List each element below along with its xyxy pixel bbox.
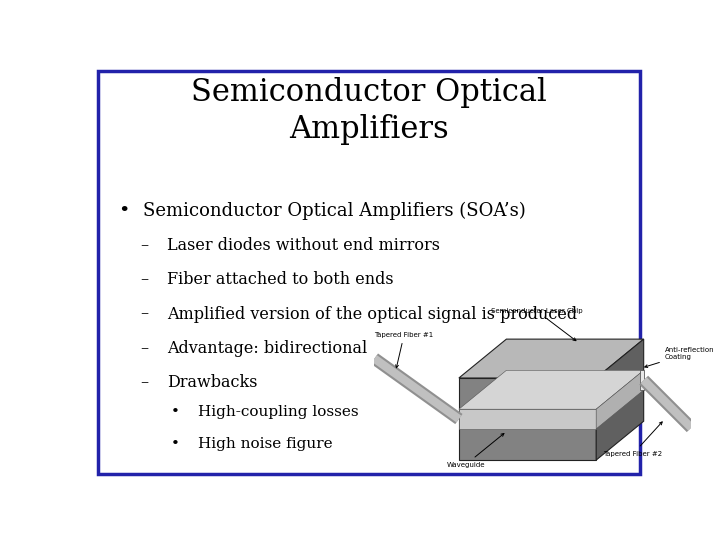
Text: –: – bbox=[140, 306, 148, 322]
Text: •: • bbox=[171, 406, 180, 420]
Polygon shape bbox=[459, 378, 596, 460]
Text: Amplified version of the optical signal is produced: Amplified version of the optical signal … bbox=[167, 306, 577, 322]
Polygon shape bbox=[459, 409, 596, 429]
Text: Semiconductor Optical
Amplifiers: Semiconductor Optical Amplifiers bbox=[191, 77, 547, 145]
Polygon shape bbox=[459, 370, 644, 409]
Text: –: – bbox=[140, 272, 148, 288]
Text: –: – bbox=[140, 238, 148, 254]
Text: •: • bbox=[171, 437, 180, 451]
Text: Tapered Fiber #1: Tapered Fiber #1 bbox=[374, 332, 433, 368]
Text: Waveguide: Waveguide bbox=[446, 434, 504, 468]
Text: Fiber attached to both ends: Fiber attached to both ends bbox=[167, 272, 394, 288]
Polygon shape bbox=[596, 370, 644, 429]
Polygon shape bbox=[640, 370, 644, 390]
Text: Tapered Fiber #2: Tapered Fiber #2 bbox=[603, 422, 662, 457]
Text: Drawbacks: Drawbacks bbox=[167, 374, 258, 391]
Polygon shape bbox=[459, 339, 644, 378]
Text: High-coupling losses: High-coupling losses bbox=[198, 406, 359, 420]
Text: Laser diodes without end mirrors: Laser diodes without end mirrors bbox=[167, 238, 440, 254]
Text: High noise figure: High noise figure bbox=[198, 437, 333, 451]
Text: Semiconductor Laser Chip: Semiconductor Laser Chip bbox=[491, 308, 582, 341]
Text: Advantage: bidirectional: Advantage: bidirectional bbox=[167, 340, 367, 356]
Text: –: – bbox=[140, 340, 148, 356]
Text: –: – bbox=[140, 374, 148, 391]
Text: •: • bbox=[118, 202, 130, 220]
Polygon shape bbox=[596, 339, 644, 460]
Text: Anti-reflection
Coating: Anti-reflection Coating bbox=[644, 347, 714, 368]
Text: Semiconductor Optical Amplifiers (SOA’s): Semiconductor Optical Amplifiers (SOA’s) bbox=[143, 202, 526, 220]
